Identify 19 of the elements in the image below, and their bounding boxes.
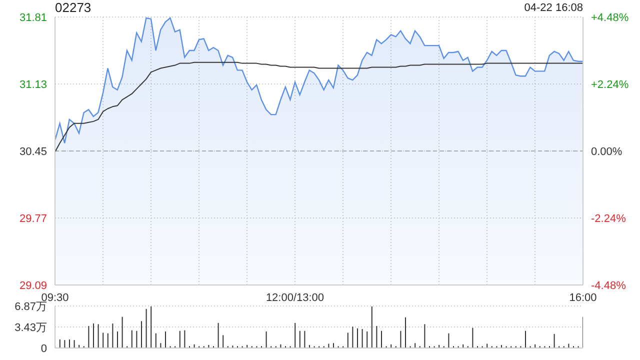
line-series xyxy=(55,62,583,152)
x-tick-label: 09:30 xyxy=(41,292,69,304)
y2-tick-label: +2.24% xyxy=(591,79,629,91)
y-tick-label: 6.87万 xyxy=(14,301,47,313)
chart-title: 02273 xyxy=(55,0,92,15)
y-tick-label: 29.77 xyxy=(19,213,47,225)
y-tick-label: 0 xyxy=(40,343,47,355)
y2-tick-label: -4.48% xyxy=(591,280,626,292)
y2-tick-label: +4.48% xyxy=(591,12,629,24)
text: 04-22 16:08 xyxy=(524,2,583,14)
x-tick-label: 16:00 xyxy=(569,292,597,304)
y-tick-label: 31.81 xyxy=(19,12,47,24)
y-tick-label: 31.13 xyxy=(19,79,47,91)
y-tick-label: 29.09 xyxy=(19,280,47,292)
y2-tick-label: -2.24% xyxy=(591,213,626,225)
y2-tick-label: 0.00% xyxy=(591,146,622,158)
y-tick-label: 30.45 xyxy=(19,146,47,158)
x-tick-label: 12:00/13:00 xyxy=(266,292,324,304)
y-tick-label: 3.43万 xyxy=(14,322,47,334)
